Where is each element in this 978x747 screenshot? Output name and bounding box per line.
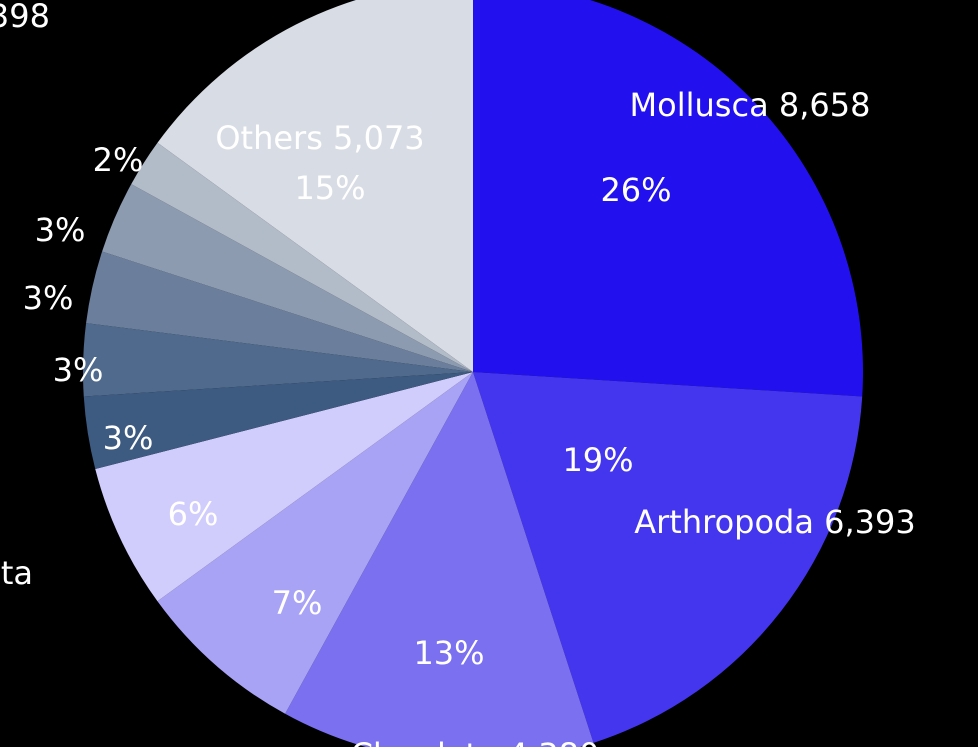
slice-label: 2%: [93, 141, 144, 179]
slice-name: Arthropoda 6,393: [634, 503, 916, 541]
slice-label: 19%: [562, 441, 633, 479]
slice-label: 3%: [23, 279, 74, 317]
page: 398 ta 26% Mollusca 8,658 19%Arthropoda 6,…: [0, 0, 978, 747]
slice-label: 3%: [53, 351, 104, 389]
slice-label: 3%: [35, 211, 86, 249]
slice-label: 26%: [600, 171, 671, 209]
slice-label: 6%: [168, 495, 219, 533]
slice-name: Others 5,073: [215, 119, 424, 157]
chart: 398 ta 26% Mollusca 8,658 19%Arthropoda 6,…: [0, 0, 978, 747]
annotation: ta: [1, 554, 33, 592]
slice-label: 7%: [272, 584, 323, 622]
annotation: 398: [0, 0, 50, 35]
slice-name: Mollusca 8,658: [630, 86, 871, 124]
slice-label: 15%: [294, 169, 365, 207]
slice-label: 3%: [103, 419, 154, 457]
slice-name: Chordata 4,380: [351, 736, 600, 747]
slice-label: 13%: [413, 634, 484, 672]
